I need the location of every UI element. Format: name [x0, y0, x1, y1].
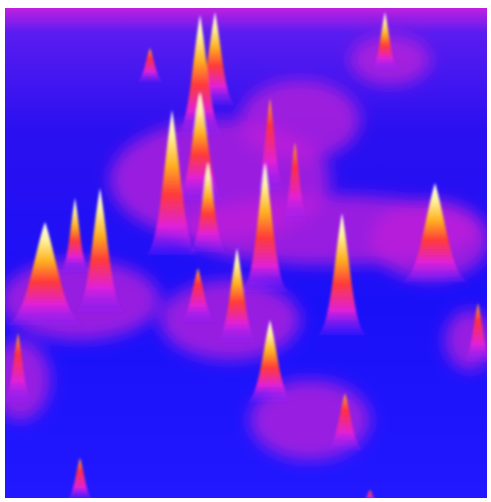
surface-plot — [0, 0, 491, 502]
plot-area — [0, 8, 491, 500]
haze — [240, 80, 360, 160]
page: (() => { const ns = 'http://www.w3.org/2… — [0, 0, 491, 502]
